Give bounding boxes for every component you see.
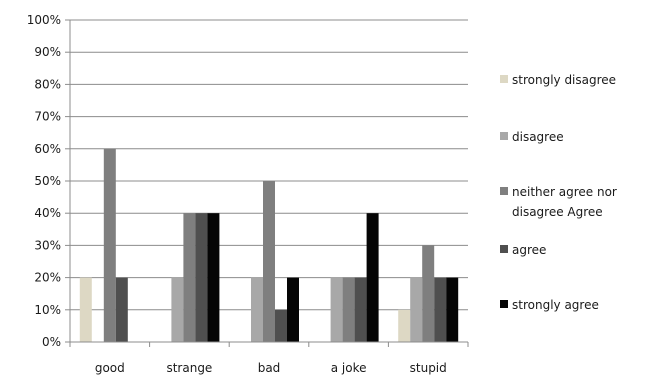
y-tick-label: 90% (34, 45, 61, 59)
x-tick-label: stupid (410, 361, 447, 375)
y-tick-label: 10% (34, 303, 61, 317)
x-tick-label: good (95, 361, 125, 375)
bar-stupid-strongly-disagree (398, 309, 411, 342)
bar-strange-disagree (171, 277, 184, 342)
bar-bad-strongly-agree (287, 277, 299, 342)
legend-label: disagree Agree (512, 205, 603, 219)
bar-strange-neither-agree-nor-disagree-agree (183, 213, 196, 342)
legend-swatch-disagree (500, 132, 508, 140)
bar-bad-disagree (251, 277, 263, 342)
y-tick-label: 30% (34, 238, 61, 252)
x-tick-label: a joke (331, 361, 367, 375)
legend-label: strongly agree (512, 298, 599, 312)
bar-a-joke-disagree (330, 277, 343, 342)
bar-good-agree (115, 277, 128, 342)
y-tick-label: 70% (34, 110, 61, 124)
legend-swatch-neither-agree-nor-disagree-agree (500, 187, 508, 195)
legend-label: strongly disagree (512, 73, 616, 87)
legend-label: disagree (512, 130, 564, 144)
legend: strongly disagree disagree neither agree n… (500, 73, 617, 312)
axes (65, 19, 469, 347)
bar-a-joke-neither-agree-nor-disagree-agree (342, 277, 355, 342)
bar-good-neither-agree-nor-disagree-agree (103, 148, 116, 342)
bars (79, 148, 459, 342)
x-tick-label: strange (166, 361, 212, 375)
y-tick-label: 80% (34, 77, 61, 91)
y-tick-labels: 0% 10% 20% 30% 40% 50% 60% 70% 80% 90% 100% (27, 13, 61, 349)
bar-stupid-strongly-agree (446, 277, 459, 342)
legend-label: neither agree nor (512, 185, 617, 199)
legend-label: agree (512, 243, 546, 257)
bar-strange-strongly-agree (207, 213, 220, 342)
bar-a-joke-strongly-agree (366, 213, 379, 342)
legend-swatch-agree (500, 245, 508, 253)
bar-bad-agree (275, 309, 287, 342)
y-tick-label: 60% (34, 142, 61, 156)
x-tick-labels: good strange bad a joke stupid (95, 361, 447, 375)
bar-strange-agree (195, 213, 208, 342)
y-tick-label: 100% (27, 13, 61, 27)
bar-stupid-agree (434, 277, 447, 342)
y-tick-label: 40% (34, 206, 61, 220)
legend-swatch-strongly-agree (500, 300, 508, 308)
legend-swatch-strongly-disagree (500, 75, 508, 83)
y-tick-label: 0% (42, 335, 61, 349)
bar-good-strongly-disagree (79, 277, 92, 342)
bar-bad-neither-agree-nor-disagree-agree (263, 181, 275, 342)
y-tick-label: 20% (34, 271, 61, 285)
bar-a-joke-agree (354, 277, 367, 342)
bar-stupid-neither-agree-nor-disagree-agree (422, 245, 435, 342)
bar-stupid-disagree (410, 277, 423, 342)
y-tick-label: 50% (34, 174, 61, 188)
x-tick-label: bad (258, 361, 281, 375)
